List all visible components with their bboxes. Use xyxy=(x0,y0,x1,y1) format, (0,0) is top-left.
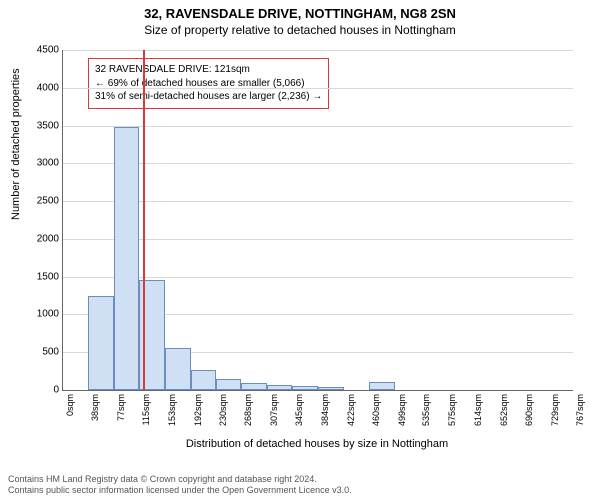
footer-line-2: Contains public sector information licen… xyxy=(8,485,352,496)
x-tick-label: 652sqm xyxy=(499,394,509,426)
y-tick-label: 3000 xyxy=(19,158,59,169)
chart-area: Number of detached properties 32 RAVENSD… xyxy=(62,50,572,420)
histogram-bar xyxy=(191,370,216,390)
y-tick-label: 0 xyxy=(19,385,59,396)
y-tick-label: 1000 xyxy=(19,309,59,320)
histogram-bar xyxy=(114,127,139,390)
x-tick-label: 268sqm xyxy=(243,394,253,426)
histogram-bar xyxy=(369,382,395,390)
x-tick-label: 499sqm xyxy=(397,394,407,426)
gridline xyxy=(63,239,573,240)
histogram-bar xyxy=(165,348,191,390)
x-tick-label: 230sqm xyxy=(218,394,228,426)
reference-line xyxy=(143,50,145,390)
y-tick-label: 500 xyxy=(19,347,59,358)
gridline xyxy=(63,201,573,202)
y-tick-label: 2000 xyxy=(19,233,59,244)
histogram-bar xyxy=(241,383,267,390)
plot-region: 32 RAVENSDALE DRIVE: 121sqm← 69% of deta… xyxy=(62,50,573,391)
histogram-bar xyxy=(292,386,318,390)
chart-subtitle: Size of property relative to detached ho… xyxy=(0,21,600,37)
x-tick-label: 384sqm xyxy=(320,394,330,426)
annotation-line: 31% of semi-detached houses are larger (… xyxy=(95,90,322,104)
histogram-bar xyxy=(216,379,241,390)
y-tick-label: 4000 xyxy=(19,82,59,93)
y-tick-label: 2500 xyxy=(19,196,59,207)
gridline xyxy=(63,50,573,51)
x-tick-label: 422sqm xyxy=(346,394,356,426)
x-tick-label: 345sqm xyxy=(294,394,304,426)
annotation-box: 32 RAVENSDALE DRIVE: 121sqm← 69% of deta… xyxy=(88,58,329,109)
y-tick-label: 1500 xyxy=(19,271,59,282)
x-axis-label: Distribution of detached houses by size … xyxy=(62,438,572,450)
gridline xyxy=(63,277,573,278)
gridline xyxy=(63,88,573,89)
x-tick-label: 38sqm xyxy=(90,394,100,421)
x-tick-label: 614sqm xyxy=(473,394,483,426)
chart-title-address: 32, RAVENSDALE DRIVE, NOTTINGHAM, NG8 2S… xyxy=(0,0,600,21)
histogram-bar xyxy=(88,296,114,390)
x-tick-label: 192sqm xyxy=(193,394,203,426)
histogram-bar xyxy=(318,387,343,390)
x-tick-label: 77sqm xyxy=(116,394,126,421)
x-tick-label: 460sqm xyxy=(371,394,381,426)
gridline xyxy=(63,126,573,127)
x-tick-label: 575sqm xyxy=(447,394,457,426)
x-tick-label: 690sqm xyxy=(524,394,534,426)
x-tick-label: 535sqm xyxy=(421,394,431,426)
annotation-line: 32 RAVENSDALE DRIVE: 121sqm xyxy=(95,63,322,77)
x-tick-label: 115sqm xyxy=(141,394,151,425)
gridline xyxy=(63,163,573,164)
y-tick-label: 3500 xyxy=(19,120,59,131)
x-tick-label: 153sqm xyxy=(167,394,177,426)
footer-attribution: Contains HM Land Registry data © Crown c… xyxy=(8,474,352,497)
footer-line-1: Contains HM Land Registry data © Crown c… xyxy=(8,474,352,485)
x-tick-label: 767sqm xyxy=(575,394,585,426)
chart-container: 32, RAVENSDALE DRIVE, NOTTINGHAM, NG8 2S… xyxy=(0,0,600,500)
x-tick-label: 307sqm xyxy=(269,394,279,426)
y-tick-label: 4500 xyxy=(19,45,59,56)
x-tick-label: 0sqm xyxy=(65,394,75,416)
histogram-bar xyxy=(267,385,292,390)
x-tick-label: 729sqm xyxy=(550,394,560,426)
